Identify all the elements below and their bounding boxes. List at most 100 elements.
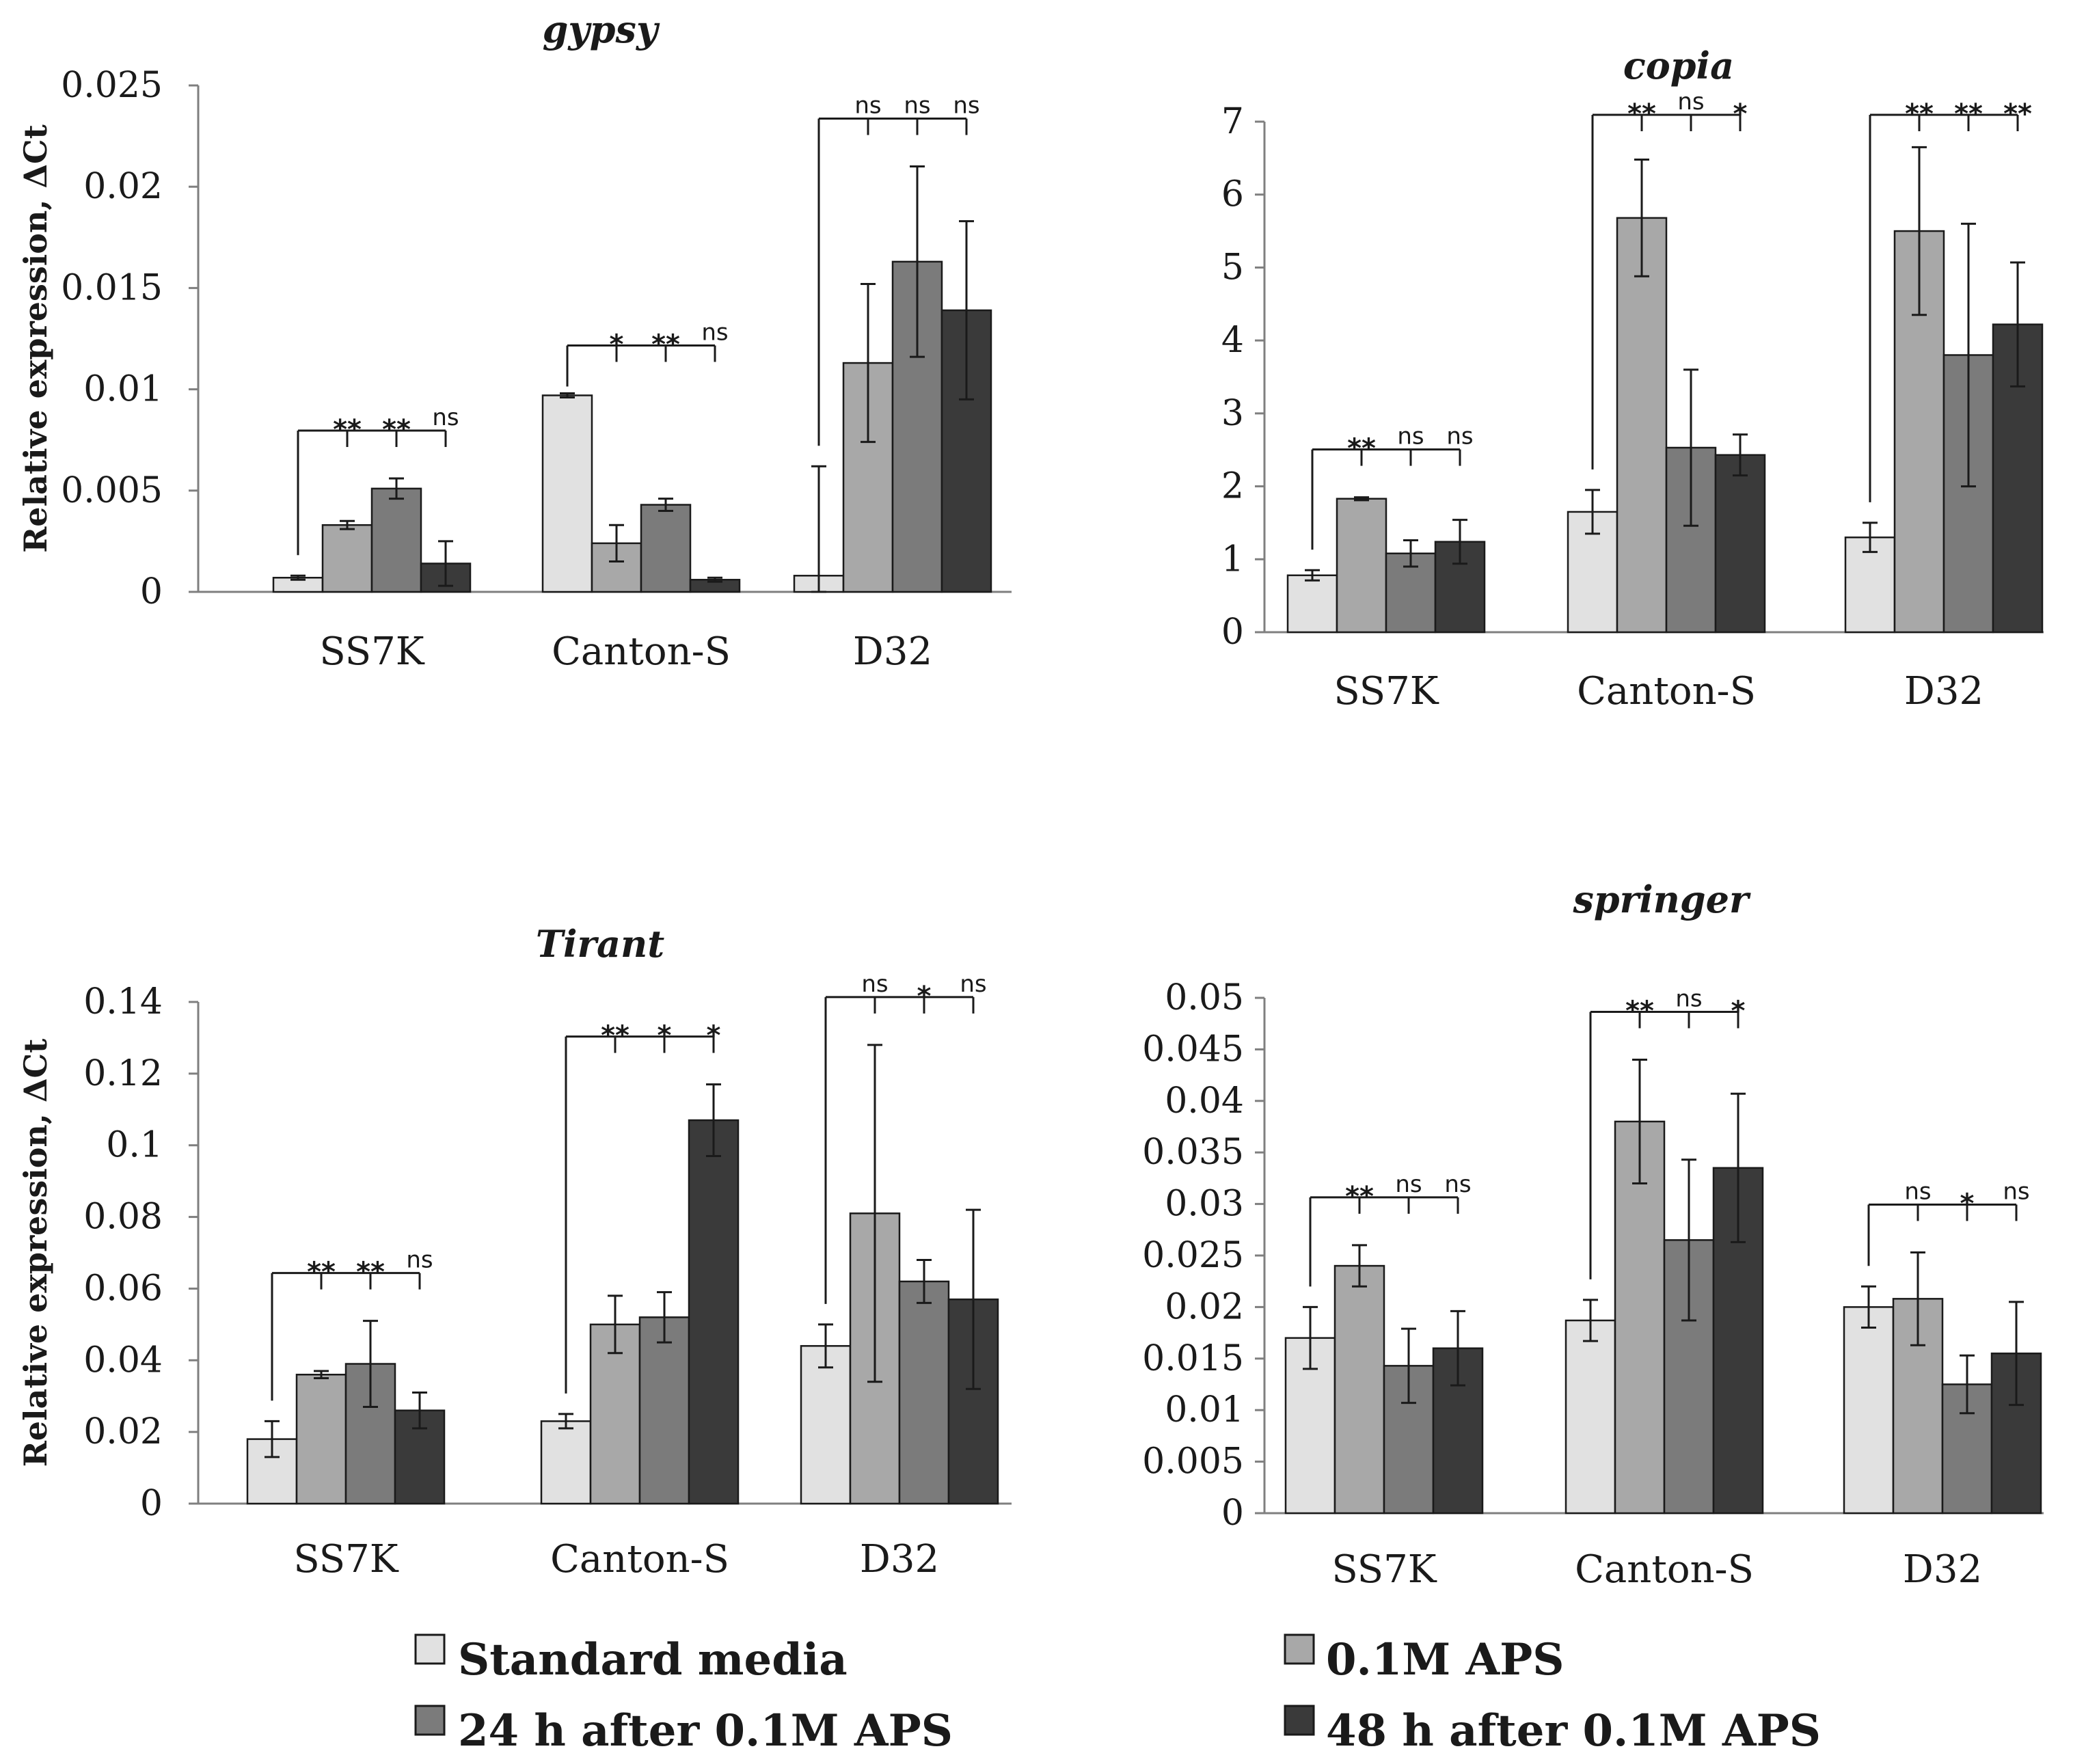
p2-bar-ss7k-standard-media	[1286, 574, 1338, 634]
p4-y-tick-6: 0.03	[1165, 1184, 1244, 1225]
p3-y-axis-label: Relative expression, ΔCt	[17, 1038, 54, 1467]
p4-sig-d32-1: ns	[1904, 1178, 1931, 1205]
p3-bar-ss7k-0-1m-aps	[295, 1374, 347, 1505]
p3-y-tick-2: 0.04	[83, 1340, 163, 1381]
p1-sig-ss7k-1: **	[333, 414, 362, 446]
p1-sig-ss7k-2: **	[382, 414, 411, 446]
p3-y-tick-7: 0.14	[83, 981, 163, 1022]
p4-bar-canton-s-standard-media	[1565, 1319, 1616, 1515]
p4-sig-d32-2: *	[1960, 1188, 1975, 1219]
p3-bar-canton-s-0-1m-aps	[589, 1323, 641, 1505]
p2-y-tick-1: 1	[1221, 539, 1244, 580]
p1-bar-ss7k-0-1m-aps	[321, 524, 373, 593]
p4-sig-ss7k-1: **	[1345, 1181, 1374, 1212]
p4-category-canton-s: Canton-S	[1575, 1547, 1754, 1592]
legend: Standard media 0.1M APS 24 h after 0.1M …	[414, 1633, 1821, 1756]
p1-category-canton-s: Canton-S	[552, 629, 731, 674]
p2-sig-canton-s-3: *	[1733, 98, 1748, 130]
p1-bar-canton-s-24-h-after-0-1m-aps	[640, 504, 692, 593]
p3-sig-canton-s-2: *	[658, 1020, 672, 1052]
p3-bar-canton-s-standard-media	[540, 1420, 592, 1505]
p3-y-tick-5: 0.1	[106, 1125, 163, 1166]
p3-y-tick-3: 0.06	[83, 1268, 163, 1309]
p4-category-d32: D32	[1903, 1547, 1982, 1592]
legend-swatch-24h-after-aps	[414, 1705, 446, 1736]
legend-label-0-1m-aps: 0.1M APS	[1326, 1634, 1564, 1685]
p1-bar-canton-s-standard-media	[541, 394, 593, 593]
p4-y-tick-10: 0.05	[1165, 977, 1244, 1018]
p1-y-tick-1: 0.005	[61, 470, 163, 511]
p4-y-tick-1: 0.005	[1142, 1441, 1244, 1482]
p4-y-tick-0: 0	[1221, 1493, 1244, 1534]
p2-sig-d32-3: **	[2003, 98, 2032, 130]
p1-category-ss7k: SS7K	[319, 629, 424, 674]
p1-sig-canton-s-2: **	[651, 329, 680, 361]
p3-bar-d32-24-h-after-0-1m-aps	[898, 1280, 950, 1505]
p4-y-tick-4: 0.02	[1165, 1286, 1244, 1327]
p1-sig-canton-s-3: ns	[701, 319, 728, 347]
p4-sig-canton-s-1: **	[1625, 995, 1654, 1027]
p1-y-tick-2: 0.01	[83, 369, 163, 410]
p4-sig-d32-3: ns	[2003, 1178, 2029, 1205]
p2-y-tick-3: 3	[1221, 393, 1244, 434]
p3-y-tick-4: 0.08	[83, 1197, 163, 1238]
p1-sig-d32-1: ns	[854, 92, 881, 120]
p3-category-d32: D32	[860, 1537, 939, 1582]
p3-sig-ss7k-2: **	[356, 1257, 385, 1288]
p3-y-tick-1: 0.02	[83, 1411, 163, 1452]
p2-sig-ss7k-2: ns	[1397, 423, 1424, 450]
p3-sig-ss7k-1: **	[307, 1257, 336, 1288]
p4-y-tick-5: 0.025	[1142, 1235, 1244, 1276]
legend-swatch-0-1m-aps	[1284, 1633, 1315, 1665]
p4-y-tick-9: 0.045	[1142, 1029, 1244, 1070]
p3-title: Tirant	[536, 922, 664, 966]
p2-sig-ss7k-3: ns	[1446, 423, 1473, 450]
p2-sig-canton-s-1: **	[1627, 98, 1656, 130]
p2-y-tick-4: 4	[1221, 320, 1244, 361]
p4-bar-ss7k-0-1m-aps	[1333, 1264, 1385, 1515]
legend-swatch-48h-after-aps	[1284, 1705, 1315, 1736]
p4-sig-canton-s-2: ns	[1675, 985, 1702, 1012]
p2-y-tick-5: 5	[1221, 247, 1244, 288]
p2-sig-d32-2: **	[1954, 98, 1983, 130]
p1-y-axis-label: Relative expression, ΔCt	[17, 124, 54, 553]
p4-y-tick-8: 0.04	[1165, 1081, 1244, 1122]
p3-bar-canton-s-24-h-after-0-1m-aps	[638, 1316, 690, 1505]
legend-label-48h-after-aps: 48 h after 0.1M APS	[1326, 1705, 1821, 1756]
p1-sig-canton-s-1: *	[610, 329, 624, 361]
p1-sig-d32-3: ns	[953, 92, 979, 120]
p2-sig-canton-s-2: ns	[1677, 88, 1704, 116]
p1-sig-d32-2: ns	[904, 92, 930, 120]
p1-sig-ss7k-3: ns	[432, 404, 459, 431]
p3-sig-ss7k-3: ns	[406, 1247, 433, 1274]
p3-y-tick-0: 0	[140, 1483, 163, 1524]
p2-y-tick-0: 0	[1221, 612, 1244, 653]
p2-y-tick-7: 7	[1221, 101, 1244, 142]
panel-tirant: Tirant Relative expression, ΔCt 0 0.02 0.04 0…	[17, 922, 1012, 1582]
p2-category-d32: D32	[1904, 669, 1983, 714]
p2-y-tick-6: 6	[1221, 174, 1244, 215]
p1-y-tick-0: 0	[140, 571, 163, 612]
p4-y-tick-7: 0.035	[1142, 1132, 1244, 1173]
p4-sig-ss7k-2: ns	[1395, 1171, 1422, 1198]
legend-label-24h-after-aps: 24 h after 0.1M APS	[458, 1705, 953, 1756]
p2-category-ss7k: SS7K	[1333, 669, 1439, 714]
p4-bar-d32-standard-media	[1843, 1306, 1895, 1515]
p3-sig-d32-1: ns	[861, 971, 888, 998]
p4-title: springer	[1573, 878, 1751, 921]
p2-bar-canton-s-0-1m-aps	[1616, 217, 1668, 634]
p3-y-tick-6: 0.12	[83, 1053, 163, 1094]
p4-sig-canton-s-3: *	[1731, 995, 1746, 1027]
p3-sig-d32-2: *	[917, 981, 932, 1012]
p3-category-ss7k: SS7K	[293, 1537, 398, 1582]
p2-sig-d32-1: **	[1905, 98, 1934, 130]
p1-y-tick-3: 0.015	[61, 267, 163, 308]
p3-sig-d32-3: ns	[960, 971, 986, 998]
p2-category-canton-s: Canton-S	[1577, 669, 1756, 714]
panel-gypsy: gypsy Relative expression, ΔCt 0 0.005 0.01 0…	[17, 8, 1012, 674]
p2-title: copia	[1623, 44, 1734, 87]
p2-bar-canton-s-48-h-after-0-1m-aps	[1714, 454, 1766, 634]
p2-bar-ss7k-0-1m-aps	[1336, 498, 1387, 634]
